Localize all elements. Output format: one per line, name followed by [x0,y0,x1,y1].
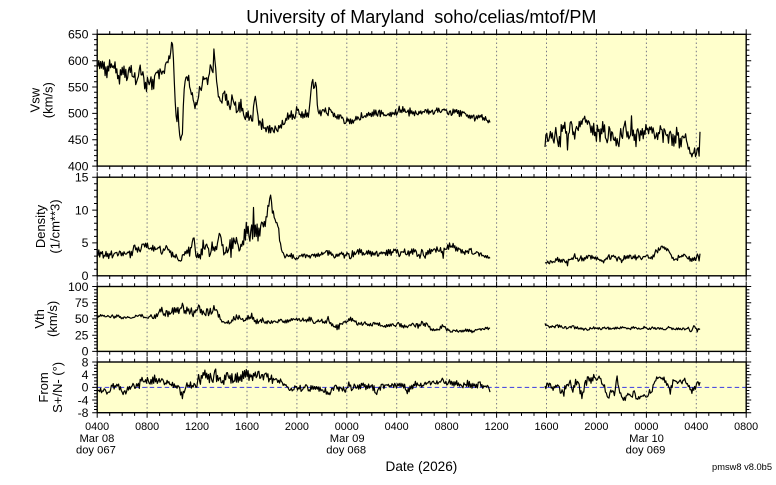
svg-text:0400: 0400 [684,421,708,433]
svg-text:450: 450 [68,133,89,147]
svg-text:0800: 0800 [734,421,758,433]
svg-text:S+/N- (°): S+/N- (°) [50,362,65,413]
svg-text:Vsw: Vsw [28,87,43,112]
svg-text:0400: 0400 [85,421,109,433]
svg-text:0400: 0400 [385,421,409,433]
svg-text:100: 100 [68,280,89,294]
svg-text:From: From [36,372,51,402]
svg-text:-8: -8 [78,406,89,420]
svg-text:0000: 0000 [335,421,359,433]
svg-text:550: 550 [68,80,89,94]
svg-text:2000: 2000 [584,421,608,433]
svg-text:2000: 2000 [285,421,309,433]
svg-text:4: 4 [82,368,89,382]
svg-text:8: 8 [82,355,89,369]
svg-text:10: 10 [75,203,89,217]
svg-text:50: 50 [75,312,89,326]
svg-text:1600: 1600 [235,421,259,433]
svg-text:1200: 1200 [185,421,209,433]
svg-text:0: 0 [82,269,89,283]
svg-text:doy 068: doy 068 [326,445,366,457]
svg-text:Mar 09: Mar 09 [330,433,365,445]
svg-text:(km/s): (km/s) [45,301,60,337]
svg-text:(km/s): (km/s) [41,82,56,118]
svg-text:600: 600 [68,54,89,68]
svg-text:0000: 0000 [634,421,658,433]
svg-text:doy 067: doy 067 [76,445,116,457]
svg-text:doy 069: doy 069 [626,445,666,457]
svg-text:Mar 10: Mar 10 [629,433,664,445]
svg-text:0800: 0800 [135,421,159,433]
svg-text:400: 400 [68,159,89,173]
svg-text:5: 5 [82,236,89,250]
svg-text:25: 25 [75,329,89,343]
svg-text:1200: 1200 [485,421,509,433]
svg-text:75: 75 [75,296,89,310]
svg-text:Density: Density [33,204,48,248]
svg-text:15: 15 [75,171,89,185]
svg-text:0: 0 [82,345,89,359]
svg-text:pmsw8 v8.0b5: pmsw8 v8.0b5 [712,462,772,472]
svg-text:Vth: Vth [32,309,47,329]
svg-text:0800: 0800 [435,421,459,433]
svg-text:650: 650 [68,28,89,42]
svg-text:University of Maryland soho/c: University of Maryland soho/celias/mtof/… [246,7,596,27]
svg-text:-4: -4 [78,393,89,407]
svg-text:0: 0 [82,381,89,395]
svg-text:1600: 1600 [534,421,558,433]
svg-text:(1/cm**3): (1/cm**3) [48,199,63,253]
svg-text:Date (2026): Date (2026) [386,459,458,474]
svg-text:500: 500 [68,107,89,121]
svg-text:Mar 08: Mar 08 [79,433,114,445]
